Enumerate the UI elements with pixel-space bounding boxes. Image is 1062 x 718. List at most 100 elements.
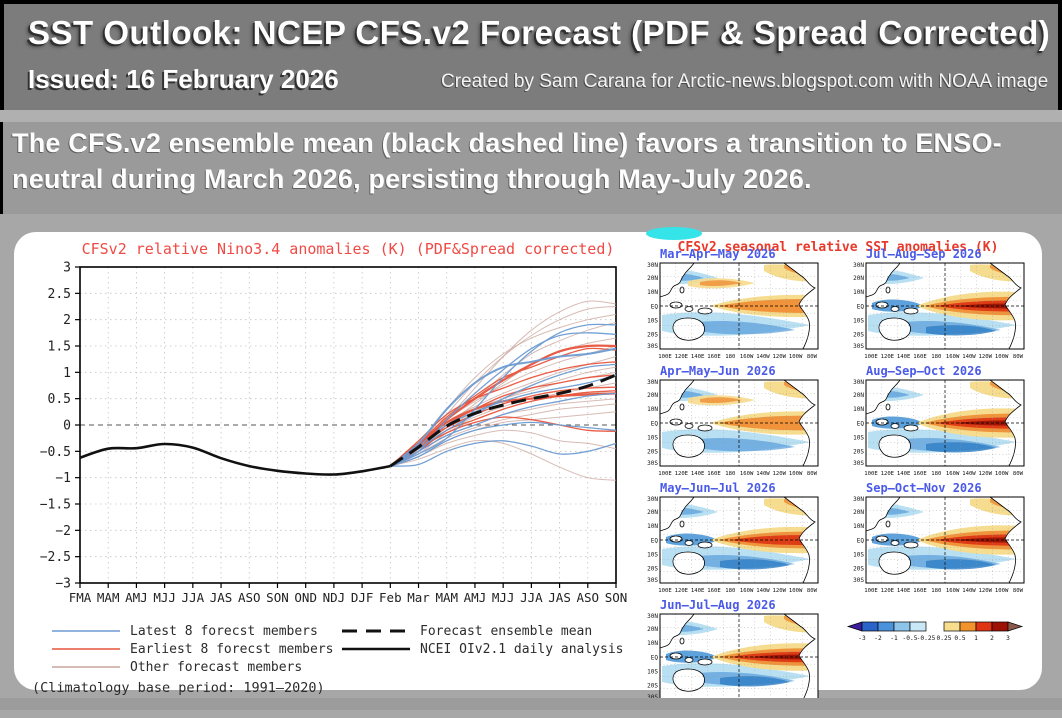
svg-text:10S: 10S (853, 551, 864, 558)
forecast-figure-panel: CFSv2 relative Nino3.4 anomalies (K) (PD… (14, 227, 1042, 711)
legend-label: Other forecast members (130, 659, 303, 675)
summary-line-2: neutral during March 2026, persisting th… (12, 164, 812, 194)
map-title: Sep–Oct–Nov 2026 (866, 481, 982, 495)
svg-text:20S: 20S (647, 566, 658, 573)
sst-anomaly-map: Apr–May–Jun 2026 30N 20N 10N EQ 10S 20S 30S 100E… (634, 365, 834, 479)
legend-line-sample (50, 641, 122, 657)
svg-text:SON: SON (266, 590, 289, 605)
svg-text:−1: −1 (55, 471, 71, 486)
svg-text:100E: 100E (864, 471, 878, 477)
header-banner: SST Outlook: NCEP CFS.v2 Forecast (PDF &… (0, 0, 1062, 110)
svg-text:140E: 140E (897, 471, 911, 477)
svg-text:AMJ: AMJ (464, 590, 487, 605)
header-divider (0, 110, 1062, 122)
svg-text:180: 180 (931, 354, 941, 360)
svg-text:CFSv2 relative Nino3.4 anomali: CFSv2 relative Nino3.4 anomalies (K) (PD… (82, 240, 615, 258)
bottom-strip (0, 698, 1062, 710)
svg-text:140E: 140E (691, 471, 705, 477)
svg-text:180: 180 (931, 471, 941, 477)
svg-text:2: 2 (990, 635, 994, 642)
legend-label: Latest 8 forecst members (130, 623, 318, 639)
map-title: Aug–Sep–Oct 2026 (866, 364, 982, 378)
svg-text:JAS: JAS (548, 590, 571, 605)
page-title: SST Outlook: NCEP CFS.v2 Forecast (PDF &… (28, 14, 1051, 51)
svg-text:20N: 20N (647, 392, 658, 399)
svg-text:EQ: EQ (857, 537, 865, 544)
svg-text:EQ: EQ (651, 420, 659, 427)
svg-text:OND: OND (294, 590, 317, 605)
svg-text:160E: 160E (707, 354, 721, 360)
svg-text:10N: 10N (647, 406, 658, 413)
svg-text:30N: 30N (647, 262, 658, 269)
svg-text:JAS: JAS (210, 590, 233, 605)
svg-text:MAM: MAM (435, 590, 458, 605)
summary-band: The CFS.v2 ensemble mean (black dashed l… (0, 122, 1062, 214)
svg-text:140W: 140W (962, 471, 976, 477)
legend-item: NCEI OIv2.1 daily analysis (340, 640, 624, 658)
svg-text:120E: 120E (675, 354, 689, 360)
svg-text:120W: 120W (979, 354, 993, 360)
legend-line-sample (340, 623, 412, 639)
svg-text:80W: 80W (807, 588, 818, 594)
legend-label: Forecast ensemble mean (420, 623, 593, 639)
svg-text:140W: 140W (962, 354, 976, 360)
svg-text:Mar: Mar (407, 590, 430, 605)
nino34-chart-canvas: CFSv2 relative Nino3.4 anomalies (K) (PD… (40, 240, 628, 605)
svg-text:80W: 80W (807, 354, 818, 360)
svg-text:−2: −2 (55, 524, 71, 539)
svg-text:30S: 30S (853, 460, 864, 467)
svg-text:100E: 100E (658, 354, 672, 360)
map-title: Apr–May–Jun 2026 (660, 364, 776, 378)
svg-text:10N: 10N (647, 640, 658, 647)
svg-text:-0.25: -0.25 (917, 635, 936, 642)
svg-text:MJJ: MJJ (153, 590, 176, 605)
svg-text:160W: 160W (740, 588, 754, 594)
svg-text:20S: 20S (647, 683, 658, 690)
svg-text:30S: 30S (647, 577, 658, 584)
svg-text:20S: 20S (853, 449, 864, 456)
svg-text:100W: 100W (789, 471, 803, 477)
svg-text:20N: 20N (647, 626, 658, 633)
svg-text:160E: 160E (913, 471, 927, 477)
svg-text:30S: 30S (647, 343, 658, 350)
svg-text:10S: 10S (853, 317, 864, 324)
svg-text:160E: 160E (707, 471, 721, 477)
map-title: Mar–Apr–May 2026 (660, 247, 776, 261)
svg-text:10S: 10S (853, 434, 864, 441)
svg-text:Feb: Feb (379, 590, 402, 605)
svg-text:SON: SON (605, 590, 628, 605)
svg-text:30S: 30S (853, 577, 864, 584)
sst-anomaly-map: Sep–Oct–Nov 2026 30N 20N 10N EQ 10S 20S 30S 100E… (840, 482, 1040, 596)
nino34-anomaly-chart: CFSv2 relative Nino3.4 anomalies (K) (PD… (28, 234, 634, 614)
svg-text:DJF: DJF (351, 590, 374, 605)
sst-anomaly-map: Jul–Aug–Sep 2026 30N 20N 10N EQ 10S 20S 30S 100E… (840, 248, 1040, 362)
svg-text:30N: 30N (853, 262, 864, 269)
svg-text:−1.5: −1.5 (40, 498, 71, 513)
svg-text:100W: 100W (789, 588, 803, 594)
svg-text:MJJ: MJJ (492, 590, 515, 605)
svg-text:80W: 80W (1013, 354, 1024, 360)
map-title: May–Jun–Jul 2026 (660, 481, 776, 495)
seasonal-maps-title: CFSv2 seasonal relative SST anomalies (K… (677, 240, 999, 255)
svg-text:30N: 30N (647, 379, 658, 386)
svg-text:80W: 80W (1013, 471, 1024, 477)
svg-text:160W: 160W (946, 588, 960, 594)
summary-line-1: The CFS.v2 ensemble mean (black dashed l… (12, 128, 1002, 158)
svg-text:ASO: ASO (577, 590, 600, 605)
svg-text:120E: 120E (675, 588, 689, 594)
svg-text:1: 1 (63, 366, 71, 381)
svg-text:30N: 30N (853, 496, 864, 503)
svg-text:180: 180 (725, 471, 735, 477)
svg-text:-2: -2 (874, 635, 882, 642)
svg-text:140W: 140W (962, 588, 976, 594)
svg-text:0.5: 0.5 (48, 392, 71, 407)
svg-text:0: 0 (63, 419, 71, 434)
svg-text:20S: 20S (853, 332, 864, 339)
svg-text:JJA: JJA (520, 590, 543, 605)
svg-text:30S: 30S (853, 343, 864, 350)
svg-text:160W: 160W (740, 471, 754, 477)
svg-text:20S: 20S (853, 566, 864, 573)
svg-text:EQ: EQ (651, 303, 659, 310)
svg-text:140E: 140E (691, 588, 705, 594)
svg-text:2: 2 (63, 313, 71, 328)
